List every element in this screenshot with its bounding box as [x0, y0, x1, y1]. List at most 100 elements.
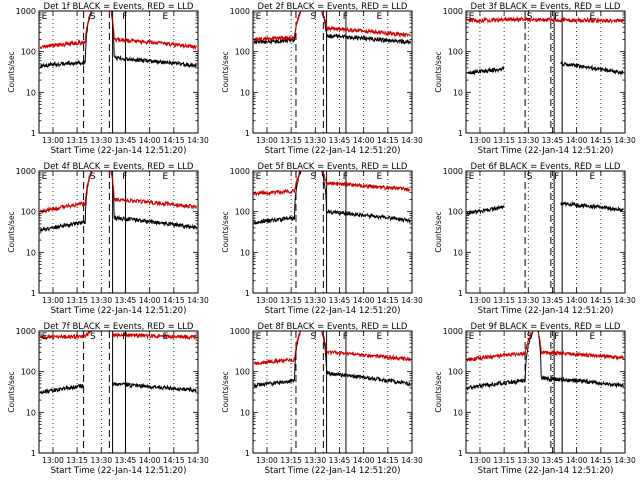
x-tick-label: 13:45 [329, 136, 351, 145]
x-tick-label: 13:45 [329, 296, 351, 305]
series-line-events [253, 11, 411, 45]
x-tick-label: 13:30 [90, 296, 112, 305]
x-tick-label: 13:45 [115, 296, 137, 305]
y-tick-label: 10 [26, 248, 36, 257]
x-tick-label: 13:30 [517, 456, 539, 465]
phase-marker-label: E [469, 172, 475, 182]
y-axis-label: Counts/sec [7, 211, 16, 252]
y-axis-label: Counts/sec [221, 51, 230, 92]
y-tick-label: 1 [31, 129, 36, 138]
y-tick-label: 100 [21, 48, 36, 57]
x-tick-label: 14:15 [377, 456, 399, 465]
y-axis-label: Counts/sec [221, 211, 230, 252]
series-line-lld [253, 171, 411, 197]
x-tick-label: 13:30 [304, 456, 326, 465]
y-tick-label: 10 [240, 88, 250, 97]
chart-title: Det 6f BLACK = Events, RED = LLD [471, 162, 621, 172]
chart-panel-7: 1 10 100 1000 13:00 13:15 13:30 13:45 14:00 14:15… [7, 322, 209, 476]
plot-frame [465, 330, 626, 454]
y-tick-label: 100 [235, 368, 250, 377]
y-tick-label: 1000 [443, 327, 463, 336]
y-tick-label: 100 [448, 48, 463, 57]
x-tick-label: 14:30 [401, 136, 423, 145]
phase-marker-label: F [554, 332, 559, 342]
y-tick-label: 1 [31, 449, 36, 458]
series-line-lld [39, 171, 197, 214]
chart-panel-9: 1 10 100 1000 13:00 13:15 13:30 13:45 14:00 14:15… [434, 322, 636, 476]
y-tick-label: 10 [26, 408, 36, 417]
x-tick-label: 14:15 [377, 296, 399, 305]
x-tick-label: 13:15 [280, 296, 302, 305]
x-tick-label: 14:30 [187, 456, 209, 465]
x-tick-label: 13:45 [115, 456, 137, 465]
phase-marker-label: E [377, 332, 383, 342]
chart-title: Det 5f BLACK = Events, RED = LLD [258, 162, 408, 172]
x-tick-label: 14:00 [139, 456, 161, 465]
plot-frame [38, 10, 199, 134]
phase-marker-label: E [163, 12, 169, 22]
phase-marker-label: S [310, 172, 316, 182]
x-axis-label: Start Time (22-Jan-14 12:51:20) [478, 466, 614, 476]
y-tick-label: 1000 [443, 167, 463, 176]
y-tick-label: 10 [240, 408, 250, 417]
x-tick-label: 14:15 [163, 136, 185, 145]
chart-panel-4: 1 10 100 1000 13:00 13:15 13:30 13:45 14:00 14:15… [7, 162, 209, 316]
phase-marker-label: E [42, 12, 48, 22]
x-tick-label: 14:00 [353, 456, 375, 465]
series-line-events [39, 381, 197, 395]
traces [253, 171, 411, 225]
series-line-lld [254, 11, 411, 43]
y-tick-label: 1000 [16, 327, 36, 336]
phase-marker-label: F [343, 332, 348, 342]
phase-marker-label: S [527, 172, 533, 182]
x-tick-label: 13:45 [115, 136, 137, 145]
phase-marker-label: S [310, 12, 316, 22]
y-tick-label: 100 [448, 368, 463, 377]
x-tick-label: 14:00 [139, 296, 161, 305]
x-tick-label: 13:30 [517, 296, 539, 305]
x-tick-label: 13:15 [493, 456, 515, 465]
y-tick-label: 1000 [16, 7, 36, 16]
phase-marker-label: S [90, 12, 96, 22]
x-axis-label: Start Time (22-Jan-14 12:51:20) [478, 146, 614, 156]
y-axis-label: Counts/sec [7, 371, 16, 412]
phase-marker-label: E [42, 332, 48, 342]
x-tick-label: 14:00 [566, 296, 588, 305]
chart-title: Det 9f BLACK = Events, RED = LLD [471, 322, 621, 332]
series-line-events [466, 331, 624, 391]
x-tick-label: 14:15 [590, 136, 612, 145]
x-tick-label: 13:30 [90, 456, 112, 465]
traces [466, 200, 624, 216]
phase-marker-label: E [590, 332, 596, 342]
y-axis-label: Counts/sec [434, 211, 443, 252]
phase-marker-label: E [377, 172, 383, 182]
series-line-lld [253, 331, 411, 366]
chart-panel-8: 1 10 100 1000 13:00 13:15 13:30 13:45 14:00 14:15… [221, 322, 423, 476]
x-tick-label: 13:15 [493, 136, 515, 145]
plot-frame [465, 10, 626, 134]
y-tick-label: 10 [453, 248, 463, 257]
x-tick-label: 13:15 [66, 296, 88, 305]
plot-frame [252, 330, 413, 454]
y-tick-label: 10 [240, 248, 250, 257]
phase-marker-label: E [256, 332, 262, 342]
series-line-lld [39, 11, 197, 51]
chart-panel-6: 1 10 100 1000 13:00 13:15 13:30 13:45 14:00 14:15… [434, 162, 636, 316]
x-tick-label: 13:45 [542, 136, 564, 145]
x-tick-label: 13:45 [542, 296, 564, 305]
chart-panel-1: 1 10 100 1000 13:00 13:15 13:30 13:45 14:00 14:15… [7, 2, 209, 156]
y-tick-label: 100 [21, 208, 36, 217]
traces [253, 331, 411, 389]
traces [39, 331, 197, 395]
series-line-events [466, 200, 624, 216]
x-tick-label: 13:15 [280, 136, 302, 145]
plot-frame [252, 10, 413, 134]
series-line-events [39, 171, 197, 233]
y-tick-label: 10 [453, 88, 463, 97]
series-line-events [253, 171, 411, 225]
series-line-events [253, 331, 411, 389]
traces [39, 11, 197, 69]
x-tick-label: 14:15 [590, 456, 612, 465]
y-tick-label: 100 [448, 208, 463, 217]
x-tick-label: 13:00 [469, 296, 491, 305]
